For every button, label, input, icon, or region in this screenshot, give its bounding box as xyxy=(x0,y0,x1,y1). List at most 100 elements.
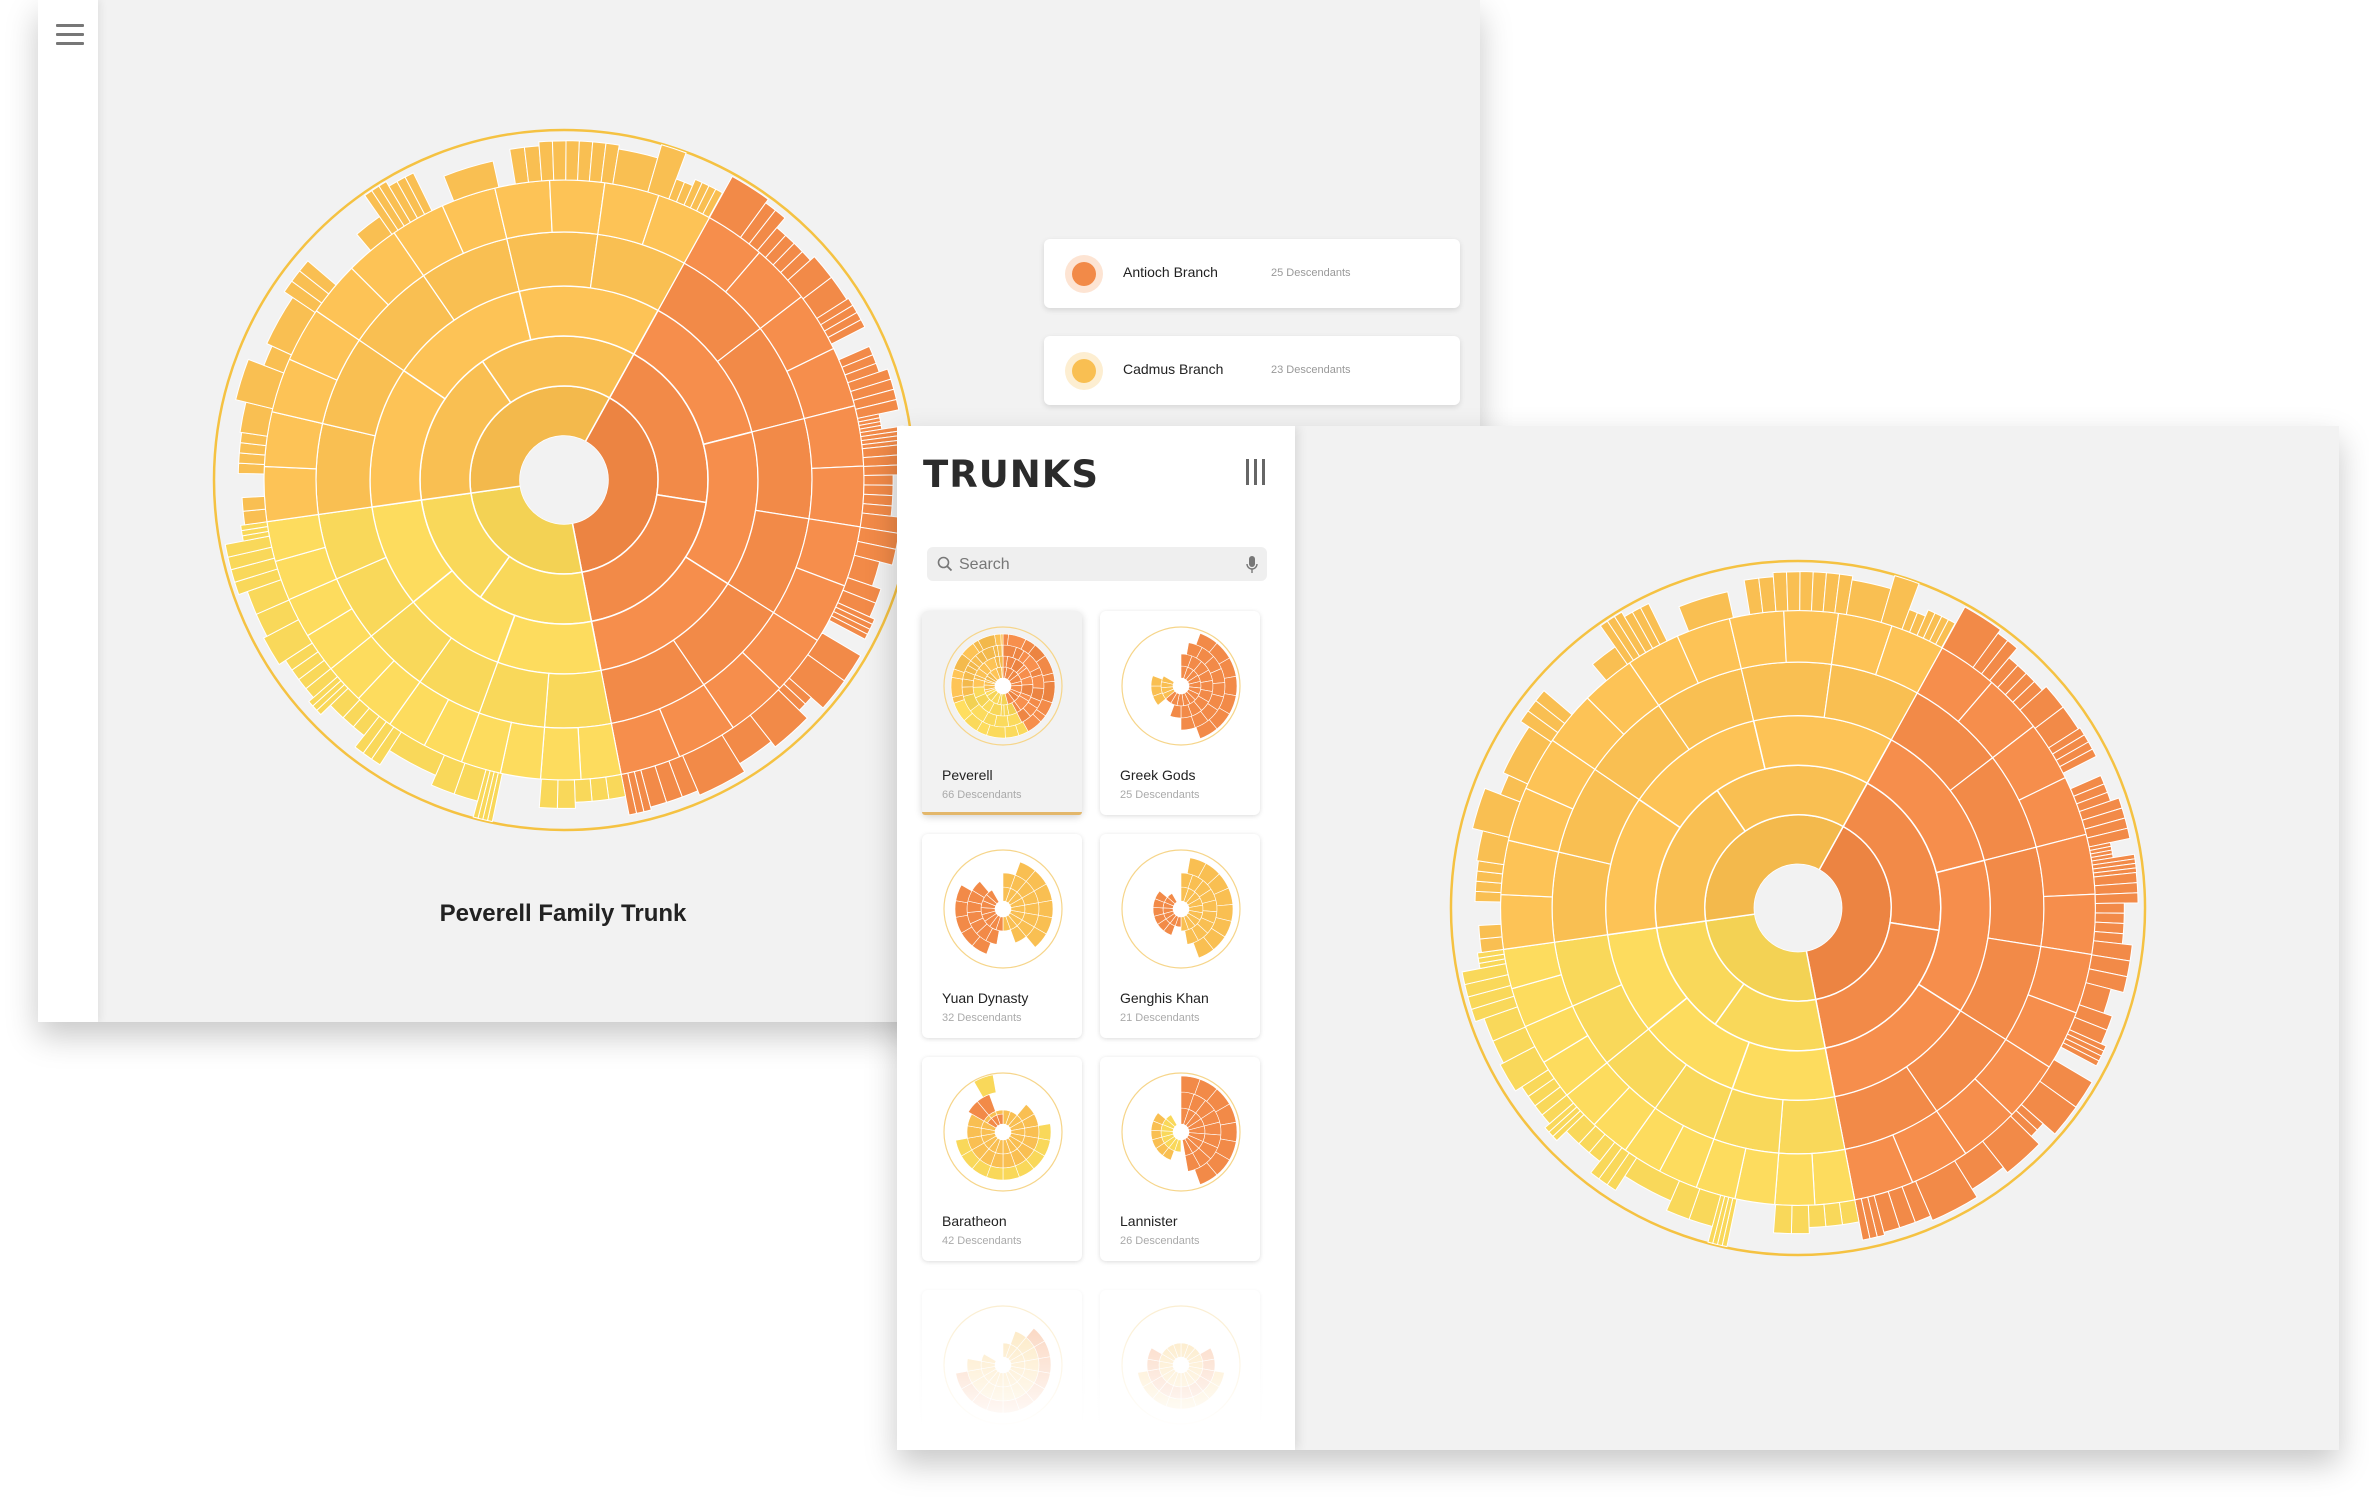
search-icon xyxy=(937,556,953,572)
branch-card-cadmus[interactable]: Cadmus Branch 23 Descendants xyxy=(1044,336,1460,405)
sunburst-segment xyxy=(2059,748,2097,774)
trunk-title: Peverell Family Trunk xyxy=(439,900,687,927)
sunburst-segment xyxy=(751,417,813,520)
trunk-card-greek-gods[interactable]: Greek Gods 25 Descendants xyxy=(1100,611,1260,815)
list-fade-overlay xyxy=(897,1286,1295,1450)
thumbnail-ring xyxy=(1121,1072,1241,1192)
sunburst-segment xyxy=(1778,1096,1846,1155)
family-sunburst-chart[interactable] xyxy=(1447,557,2149,1259)
trunk-name: Peverell xyxy=(942,767,993,783)
thumbnail-segment xyxy=(1192,936,1214,959)
sunburst-segment xyxy=(539,726,582,781)
thumbnail-segment xyxy=(1223,675,1238,697)
thumbnail-segment xyxy=(954,900,968,918)
sunburst-segment xyxy=(263,465,320,523)
baratheon-sunburst-thumbnail xyxy=(943,1072,1063,1192)
sunburst-segment xyxy=(548,179,606,235)
sunburst-segment xyxy=(538,140,555,182)
thumbnail-center xyxy=(1173,1124,1189,1140)
sunburst-outer-ring xyxy=(1449,559,2147,1257)
thumbnail-center xyxy=(1173,678,1189,694)
thumbnail-ring xyxy=(943,1072,1063,1192)
sunburst-segment xyxy=(589,776,610,802)
trunk-descendants: 32 Descendants xyxy=(942,1012,1022,1024)
greek-gods-sunburst-thumbnail xyxy=(1121,626,1241,746)
sunburst-segment xyxy=(1499,893,1556,951)
sunburst-segment xyxy=(404,172,433,216)
thumbnail-segment xyxy=(955,1137,973,1157)
thumbnail-segment xyxy=(1025,926,1047,948)
app-logo: TRUNKS xyxy=(923,453,1099,496)
sunburst-segment xyxy=(1639,602,1668,646)
trunk-card-yuan-dynasty[interactable]: Yuan Dynasty 32 Descendants xyxy=(922,834,1082,1038)
branch-descendants: 25 Descendants xyxy=(1271,267,1351,279)
thumbnail-segment xyxy=(1154,890,1168,903)
peverell-sunburst-thumbnail xyxy=(943,626,1063,746)
sunburst-segment xyxy=(241,495,266,512)
thumbnail-segment xyxy=(1041,680,1056,704)
trunk-card-genghis-khan[interactable]: Genghis Khan 21 Descendants xyxy=(1100,834,1260,1038)
sunburst-segment xyxy=(1678,591,1735,633)
trunk-descendants: 26 Descendants xyxy=(1120,1235,1200,1247)
sunburst-segment xyxy=(1478,923,1503,940)
thumbnail-segment xyxy=(1220,1121,1238,1143)
family-sunburst-chart[interactable] xyxy=(210,126,918,834)
sunburst-segment xyxy=(1535,690,1573,725)
trunk-descendants: 21 Descendants xyxy=(1120,1012,1200,1024)
antioch-dot-icon xyxy=(1065,255,1103,293)
trunk-card-baratheon[interactable]: Baratheon 42 Descendants xyxy=(922,1057,1082,1261)
sunburst-segment xyxy=(1807,1203,1827,1229)
branch-name: Cadmus Branch xyxy=(1123,361,1224,377)
branch-descendants: 23 Descendants xyxy=(1271,364,1351,376)
app-name: TRUNKS xyxy=(923,453,1100,496)
sunburst-segment xyxy=(1774,1152,1816,1207)
thumbnail-ring xyxy=(1121,626,1241,746)
trunk-descendants: 66 Descendants xyxy=(942,789,1022,801)
thumbnail-segment xyxy=(971,880,990,898)
thumbnail-segment xyxy=(955,884,973,904)
sunburst-center-hole xyxy=(1754,864,1842,952)
sunburst-segment xyxy=(543,669,613,729)
thumbnail-segment xyxy=(950,676,964,698)
lannister-sunburst-thumbnail xyxy=(1121,1072,1241,1192)
sunburst-segment xyxy=(1799,571,1814,612)
thumbnail-segment xyxy=(1038,1123,1052,1141)
sunburst-segment xyxy=(1551,851,1612,943)
search-placeholder: Search xyxy=(959,556,1010,573)
trunk-name: Greek Gods xyxy=(1120,767,1196,783)
microphone-icon[interactable] xyxy=(1245,555,1259,575)
trunk-card-peverell[interactable]: Peverell 66 Descendants xyxy=(922,611,1082,815)
sunburst-segment xyxy=(827,319,866,345)
sunburst-segment xyxy=(556,779,576,809)
branch-card-antioch[interactable]: Antioch Branch 25 Descendants xyxy=(1044,239,1460,308)
trunk-name: Yuan Dynasty xyxy=(942,990,1029,1006)
trunk-name: Genghis Khan xyxy=(1120,990,1209,1006)
sunburst-segment xyxy=(1740,661,1833,722)
branch-name: Antioch Branch xyxy=(1123,264,1218,280)
thumbnail-center xyxy=(995,678,1011,694)
sunburst-segment xyxy=(496,614,602,675)
search-input[interactable]: Search xyxy=(927,547,1267,581)
sunburst-segment xyxy=(1934,618,1956,649)
thumbnail-segment xyxy=(1194,1162,1218,1186)
trunk-card-lannister[interactable]: Lannister 26 Descendants xyxy=(1100,1057,1260,1261)
trunk-name: Lannister xyxy=(1120,1213,1178,1229)
sunburst-segment xyxy=(538,778,559,809)
thumbnail-center xyxy=(995,901,1011,917)
sunburst-segment xyxy=(506,231,599,292)
trunk-descendants: 42 Descendants xyxy=(942,1235,1022,1247)
sunburst-segment xyxy=(1772,571,1789,612)
columns-menu-icon[interactable] xyxy=(1246,459,1268,485)
sunburst-segment xyxy=(551,140,567,181)
thumbnail-segment xyxy=(1010,925,1027,944)
sunburst-segment xyxy=(443,160,500,202)
thumbnail-segment xyxy=(976,1094,996,1116)
thumbnail-center xyxy=(1173,901,1189,917)
yuan-dynasty-sunburst-thumbnail xyxy=(943,849,1063,969)
thumbnail-segment xyxy=(1000,633,1004,646)
thumbnail-segment xyxy=(1150,675,1163,687)
thumbnail-ring xyxy=(943,626,1063,746)
thumbnail-segment xyxy=(1169,704,1182,719)
sunburst-segment xyxy=(2040,893,2097,956)
hamburger-menu-icon[interactable] xyxy=(56,24,84,46)
